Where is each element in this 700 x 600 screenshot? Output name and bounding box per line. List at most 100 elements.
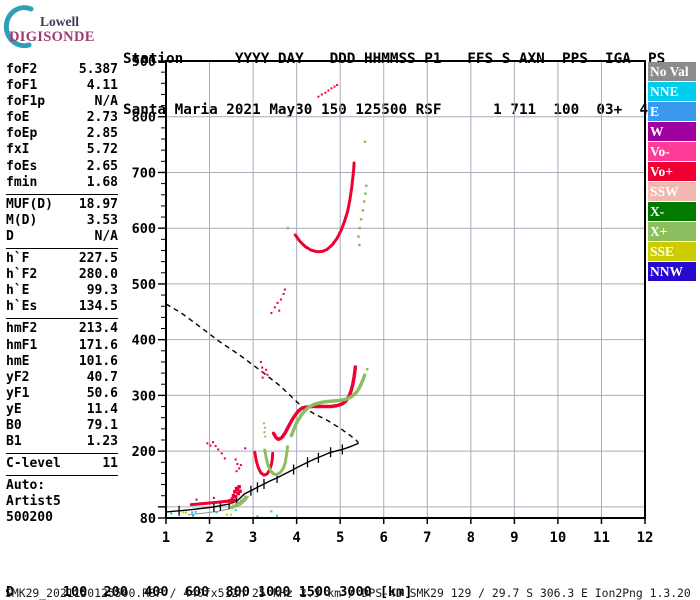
panel-separator [6,248,118,250]
param-label: foF1p [6,94,46,110]
trace-Es-2nd-order-specks [206,441,242,473]
trace-F1-cusp-X [263,445,289,476]
autoscaling-info-line: Auto: [6,478,46,494]
param-row-MUFD: MUF(D) 18.97 [6,197,118,213]
svg-text:300: 300 [132,388,156,404]
trace-F2-X-tip-speck [365,367,369,371]
param-row-yF2: yF2 40.7 [6,370,118,386]
trace-F2-trace-O [271,364,358,442]
legend-item-SSW: SSW [648,182,696,201]
trace-F2-trace-X [289,372,367,438]
param-label: foE [6,110,30,126]
param-label: foEs [6,158,38,174]
trace-F1-cusp-O [253,450,275,477]
param-value: N/A [94,228,118,244]
svg-text:500: 500 [132,277,156,293]
grid [166,61,645,518]
param-value: 3.53 [86,212,118,228]
panel-separator [6,475,118,477]
svg-text:3: 3 [249,530,257,546]
trace-2F-trace-O [293,161,356,254]
param-value: 1.23 [86,434,118,450]
svg-text:9: 9 [510,530,518,546]
param-label: fmin [6,174,38,190]
param-value: 2.85 [86,126,118,142]
param-value: 11 [102,456,118,472]
param-value: 1.68 [86,174,118,190]
param-label: yF2 [6,369,30,385]
trace-spreadF-specks-O [259,360,269,379]
param-value: 280.0 [78,267,118,283]
trace-F1-specks-X [262,422,267,438]
trace-2F-trace-X [286,140,368,247]
param-row-fxI: fxI 5.72 [6,142,118,158]
param-row-hE: h`E 99.3 [6,283,118,299]
autoscaling-info-line: Artist5 [6,494,61,510]
svg-text:5: 5 [336,530,344,546]
param-value: 5.72 [86,142,118,158]
svg-text:80: 80 [140,511,156,527]
svg-text:11: 11 [593,530,610,546]
param-value: 5.387 [78,62,118,77]
param-label: hmE [6,353,30,369]
svg-text:12: 12 [637,530,654,546]
param-label: hmF1 [6,337,38,353]
trace-Es-cluster-O [228,485,242,505]
legend-item-NNW: NNW [648,262,696,281]
param-row-D: D N/A [6,229,118,245]
param-row-Clevel: C-level 11 [6,456,118,472]
param-label: yE [6,401,22,417]
legend-item-W: W [648,122,696,141]
status-line: SMK29_2021150125500.RSF / 440fx512h 25 k… [5,586,691,600]
param-label: hmF2 [6,321,38,337]
svg-text:800: 800 [132,110,156,126]
param-row-fmin: fmin 1.68 [6,175,118,191]
muf-distance-table: D 100 200 400 600 800 1000 1500 3000 [km… [6,556,421,600]
legend-item-Vo+: Vo+ [648,162,696,181]
param-label: h`E [6,283,30,299]
svg-text:400: 400 [132,333,156,349]
param-label: B1 [6,434,22,450]
plot-border [165,60,646,519]
param-row-B1: B1 1.23 [6,434,118,450]
param-value: 50.6 [86,385,118,401]
param-row-foE: foE 2.73 [6,110,118,126]
logo-arc-icon [3,5,34,49]
param-value: 4.11 [86,78,118,94]
param-row-foF2: foF2 5.387 [6,62,118,78]
svg-text:1: 1 [162,530,170,546]
param-value: 101.6 [78,353,118,369]
svg-text:900: 900 [132,54,156,70]
legend-item-SSE: SSE [648,242,696,261]
scaled-parameters-panel: foF2 5.387 foF1 4.11 foF1p N/A foE 2.73 foEp 2.85… [6,62,118,527]
legend-item-NNE: NNE [648,82,696,101]
param-row-hEs: h`Es 134.5 [6,299,118,315]
svg-text:8: 8 [467,530,475,546]
panel-separator [6,318,118,320]
param-row-B0: B0 79.1 [6,418,118,434]
param-label: h`F2 [6,267,38,283]
param-row-yE: yE 11.4 [6,402,118,418]
param-label: D [6,228,14,244]
svg-text:600: 600 [132,221,156,237]
param-value: 213.4 [78,321,118,337]
param-label: MUF(D) [6,196,53,212]
trace-baseline-specks-E [191,514,259,518]
trace-Es-trace-X [229,495,248,510]
param-value: 171.6 [78,337,118,353]
axis-ticks [158,60,646,524]
panel-separator [6,453,118,455]
param-row-foEp: foEp 2.85 [6,126,118,142]
param-label: foF2 [6,62,38,77]
param-value: 134.5 [78,299,118,315]
autoscaling-info-line: 500200 [6,510,53,526]
logo-text-lowell: Lowell [40,14,79,29]
param-label: h`Es [6,299,38,315]
trace-baseline-specks-NNE [170,509,279,517]
param-label: C-level [6,456,61,472]
param-value: 2.65 [86,158,118,174]
bottomside-profile [165,442,359,513]
